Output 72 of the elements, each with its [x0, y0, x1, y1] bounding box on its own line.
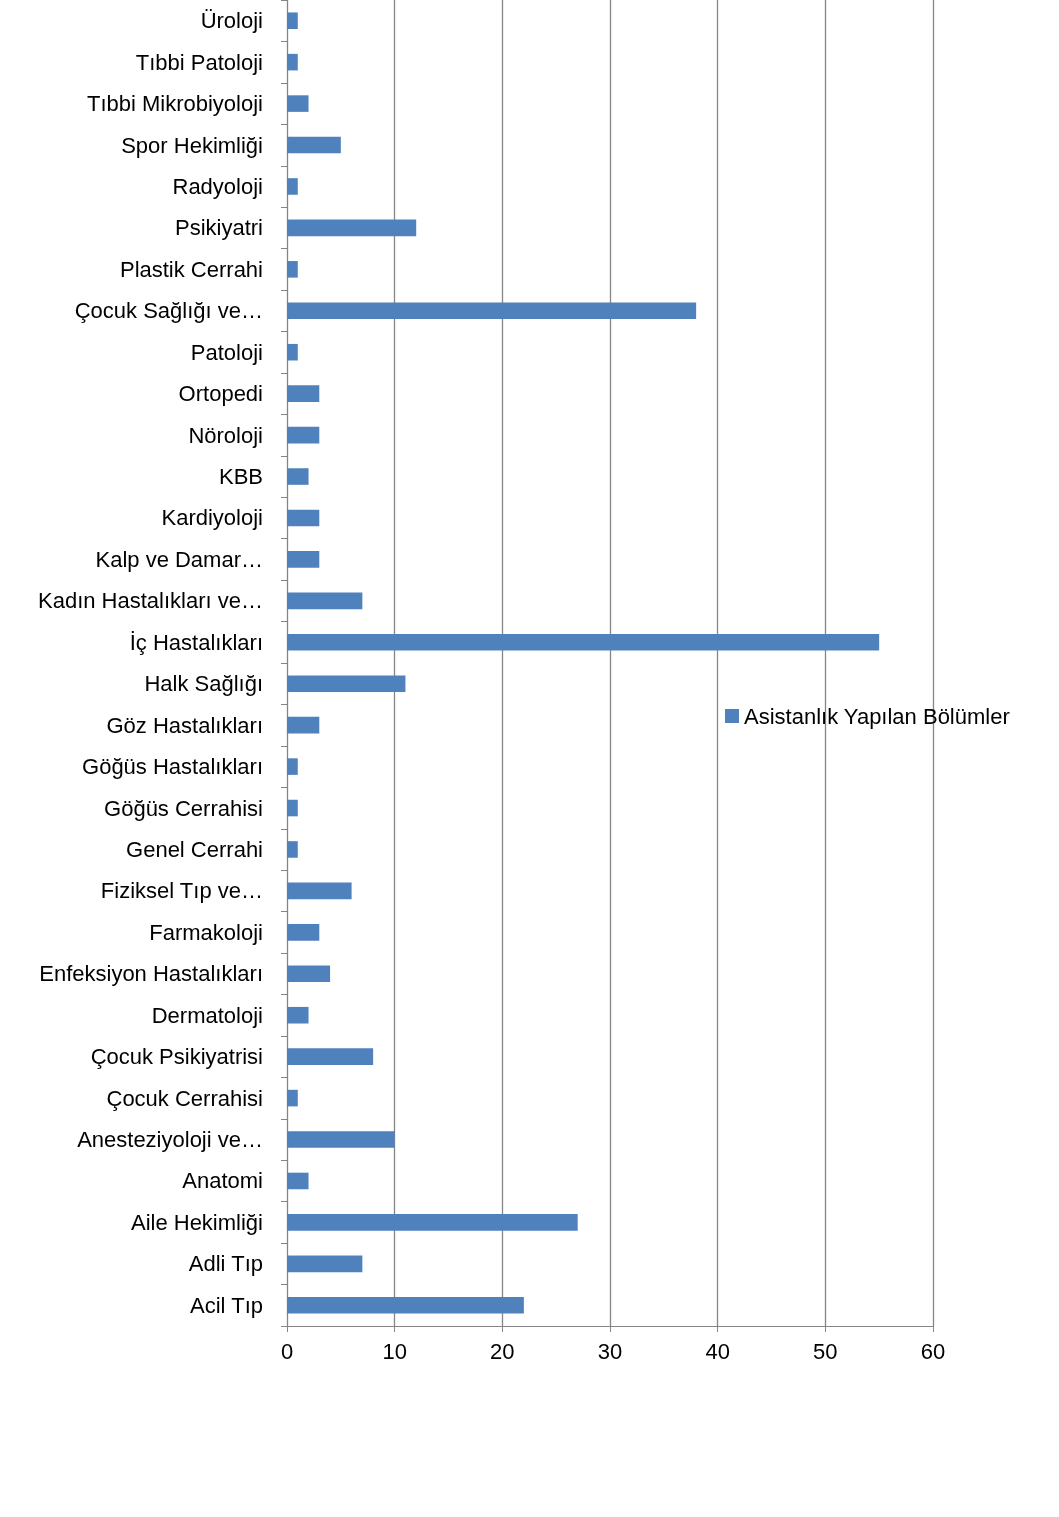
y-tick-label: Çocuk Cerrahisi — [106, 1085, 263, 1111]
y-tick-label: Kardiyoloji — [161, 505, 263, 531]
y-tick-label: Fiziksel Tıp ve… — [100, 878, 263, 904]
bar — [287, 1214, 578, 1231]
bar — [287, 1089, 298, 1107]
y-tick-label: Plastik Cerrahi — [119, 256, 263, 282]
y-tick-label: KBB — [218, 464, 263, 490]
y-tick-label: Adli Tıp — [188, 1251, 263, 1277]
bar — [287, 1048, 374, 1065]
bar — [287, 509, 320, 527]
bar — [287, 302, 697, 320]
bar — [287, 965, 331, 983]
bar — [287, 261, 298, 278]
bar — [287, 53, 298, 71]
y-tick-label: Genel Cerrahi — [126, 836, 263, 862]
y-tick-label: Acil Tıp — [190, 1292, 263, 1318]
y-tick-label: Tıbbi Mikrobiyoloji — [86, 91, 263, 117]
bar — [287, 675, 406, 693]
bar — [287, 426, 320, 444]
y-tick-label: Göz Hastalıkları — [106, 712, 263, 738]
bar — [287, 219, 417, 237]
x-tick-label: 30 — [597, 1338, 623, 1364]
y-tick-label: Spor Hekimliği — [121, 132, 263, 158]
x-tick-label: 60 — [920, 1338, 946, 1364]
y-tick-label: Ortopedi — [178, 381, 263, 407]
bar — [287, 12, 298, 30]
bar — [287, 716, 320, 734]
bar — [287, 1255, 363, 1273]
y-tick-label: Çocuk Psikiyatrisi — [90, 1044, 263, 1070]
bar — [287, 882, 352, 900]
y-tick-label: Göğüs Cerrahisi — [104, 795, 263, 821]
y-tick-label: Radyoloji — [172, 173, 263, 199]
y-tick-label: Dermatoloji — [151, 1002, 263, 1028]
bar — [287, 95, 309, 112]
y-tick-label: Aile Hekimliği — [130, 1209, 263, 1235]
y-tick-label: Kalp ve Damar… — [95, 546, 263, 572]
x-tick-label: 20 — [490, 1338, 515, 1364]
bar — [287, 1006, 309, 1024]
y-tick-label: Patoloji — [190, 339, 263, 365]
y-tick-label: Tıbbi Patoloji — [135, 49, 263, 75]
bar — [287, 136, 341, 154]
x-tick-label: 10 — [382, 1338, 407, 1364]
bar — [287, 178, 298, 195]
bar — [287, 924, 320, 941]
bar — [287, 592, 363, 610]
y-tick-label: Anatomi — [182, 1168, 263, 1194]
bar — [287, 633, 880, 651]
bar — [287, 1172, 309, 1190]
y-tick-label: Psikiyatri — [174, 215, 263, 241]
y-tick-label: Nöroloji — [188, 422, 263, 448]
bar — [287, 385, 320, 402]
y-tick-label: Üroloji — [200, 8, 263, 34]
x-tick-label: 50 — [813, 1338, 838, 1364]
y-tick-label: Kadın Hastalıkları ve… — [38, 588, 263, 614]
y-tick-label: Anesteziyoloji ve… — [77, 1127, 263, 1153]
bar — [287, 799, 298, 817]
x-tick-label: 0 — [280, 1338, 294, 1364]
legend-label: Asistanlık Yapılan Bölümler — [744, 703, 1010, 729]
y-tick-label: Çocuk Sağlığı ve… — [74, 298, 263, 324]
bar — [287, 343, 298, 361]
bar — [287, 841, 298, 858]
bar — [287, 1296, 524, 1314]
bar — [287, 1131, 395, 1148]
y-tick-label: İç Hastalıkları — [129, 629, 263, 655]
bar — [287, 758, 298, 775]
bar — [287, 468, 309, 485]
y-tick-label: Enfeksiyon Hastalıkları — [39, 961, 263, 987]
bar — [287, 551, 320, 568]
x-tick-label: 40 — [705, 1338, 730, 1364]
y-tick-label: Farmakoloji — [149, 919, 263, 945]
y-tick-label: Halk Sağlığı — [144, 671, 263, 697]
y-tick-label: Göğüs Hastalıkları — [82, 754, 263, 780]
